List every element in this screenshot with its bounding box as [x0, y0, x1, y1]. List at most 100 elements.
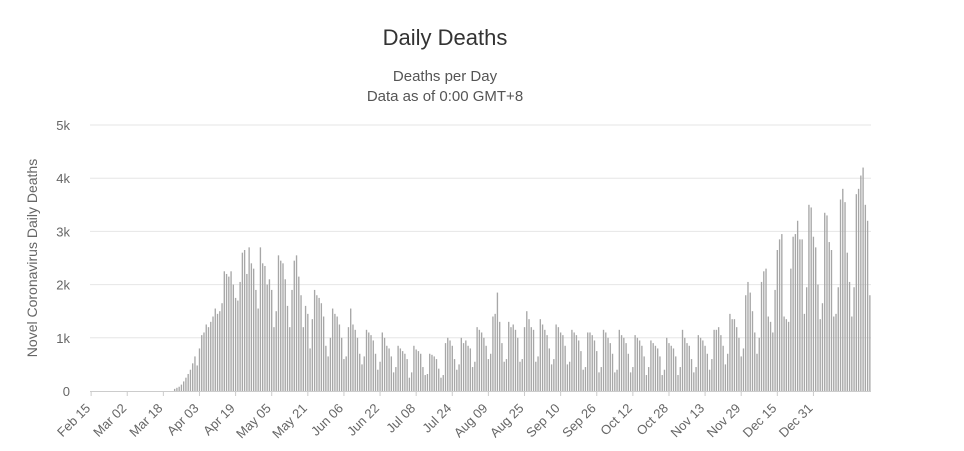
bar[interactable]	[429, 353, 431, 391]
bar[interactable]	[453, 359, 456, 391]
bar[interactable]	[483, 337, 485, 391]
bar[interactable]	[243, 250, 246, 391]
bar[interactable]	[821, 303, 824, 391]
bar[interactable]	[223, 271, 225, 391]
bar[interactable]	[178, 386, 180, 391]
bar[interactable]	[641, 345, 643, 391]
bar[interactable]	[869, 295, 871, 391]
bar[interactable]	[187, 373, 189, 391]
bar[interactable]	[284, 279, 286, 391]
bar[interactable]	[460, 337, 462, 391]
bar[interactable]	[584, 367, 587, 391]
bar[interactable]	[469, 348, 472, 391]
bar[interactable]	[600, 367, 602, 391]
bar[interactable]	[462, 343, 465, 391]
bar[interactable]	[562, 335, 564, 391]
bar[interactable]	[345, 356, 347, 391]
bar[interactable]	[309, 348, 311, 391]
bar[interactable]	[422, 367, 424, 391]
bar[interactable]	[320, 303, 323, 391]
bar[interactable]	[194, 356, 196, 391]
bar[interactable]	[501, 343, 503, 391]
bar[interactable]	[609, 343, 611, 391]
bar[interactable]	[401, 351, 404, 391]
bar[interactable]	[262, 263, 264, 391]
bar[interactable]	[474, 361, 476, 391]
bar[interactable]	[803, 313, 806, 391]
bar[interactable]	[679, 367, 681, 391]
bar[interactable]	[354, 329, 356, 391]
bar[interactable]	[801, 239, 803, 391]
bar[interactable]	[377, 369, 379, 391]
bar[interactable]	[255, 289, 257, 391]
bar[interactable]	[225, 273, 228, 391]
bar[interactable]	[216, 313, 219, 391]
bar[interactable]	[670, 345, 672, 391]
bar[interactable]	[661, 375, 663, 391]
bar[interactable]	[499, 321, 501, 391]
bar[interactable]	[221, 303, 223, 391]
bar[interactable]	[729, 313, 731, 391]
bar[interactable]	[781, 234, 783, 391]
bar[interactable]	[399, 348, 402, 391]
bar[interactable]	[677, 375, 679, 391]
bar[interactable]	[433, 356, 435, 391]
bar[interactable]	[778, 239, 781, 391]
bar[interactable]	[835, 313, 837, 391]
bar[interactable]	[704, 345, 706, 391]
bar[interactable]	[228, 276, 230, 391]
bar[interactable]	[476, 327, 478, 391]
bar[interactable]	[494, 313, 496, 391]
bar[interactable]	[374, 353, 377, 391]
bar[interactable]	[201, 335, 203, 391]
bar[interactable]	[537, 356, 539, 391]
bar[interactable]	[799, 239, 801, 391]
bar[interactable]	[286, 305, 289, 391]
bar[interactable]	[715, 329, 718, 391]
bar[interactable]	[742, 348, 745, 391]
bar[interactable]	[740, 356, 742, 391]
bar[interactable]	[591, 335, 593, 391]
bar[interactable]	[629, 372, 632, 391]
bar[interactable]	[544, 329, 546, 391]
bar[interactable]	[350, 308, 352, 391]
bar[interactable]	[465, 340, 467, 391]
bar[interactable]	[406, 359, 408, 391]
bar[interactable]	[776, 250, 778, 391]
bar[interactable]	[790, 268, 792, 391]
bar[interactable]	[643, 356, 645, 391]
bar[interactable]	[410, 372, 413, 391]
bar[interactable]	[636, 337, 639, 391]
bar[interactable]	[808, 204, 810, 391]
bar[interactable]	[365, 329, 368, 391]
bar[interactable]	[866, 220, 869, 391]
bar[interactable]	[618, 329, 620, 391]
bar[interactable]	[654, 345, 657, 391]
bar[interactable]	[447, 337, 449, 391]
bar[interactable]	[681, 329, 684, 391]
bar[interactable]	[232, 284, 235, 391]
bar[interactable]	[435, 359, 438, 391]
bar[interactable]	[234, 297, 237, 391]
bar[interactable]	[359, 353, 361, 391]
bar[interactable]	[693, 372, 695, 391]
bar[interactable]	[857, 188, 860, 391]
bar[interactable]	[478, 329, 481, 391]
bar[interactable]	[623, 337, 625, 391]
bar[interactable]	[327, 356, 329, 391]
bar[interactable]	[675, 356, 677, 391]
bar[interactable]	[252, 268, 255, 391]
bar[interactable]	[756, 353, 758, 391]
bar[interactable]	[325, 345, 327, 391]
bar[interactable]	[614, 372, 616, 391]
bar[interactable]	[713, 329, 715, 391]
bar[interactable]	[381, 332, 383, 391]
bar[interactable]	[293, 260, 295, 391]
bar[interactable]	[596, 351, 598, 391]
bar[interactable]	[855, 194, 857, 391]
bar[interactable]	[496, 292, 499, 391]
bar[interactable]	[304, 305, 307, 391]
bar[interactable]	[426, 373, 429, 391]
bar[interactable]	[598, 372, 600, 391]
bar[interactable]	[395, 367, 397, 391]
